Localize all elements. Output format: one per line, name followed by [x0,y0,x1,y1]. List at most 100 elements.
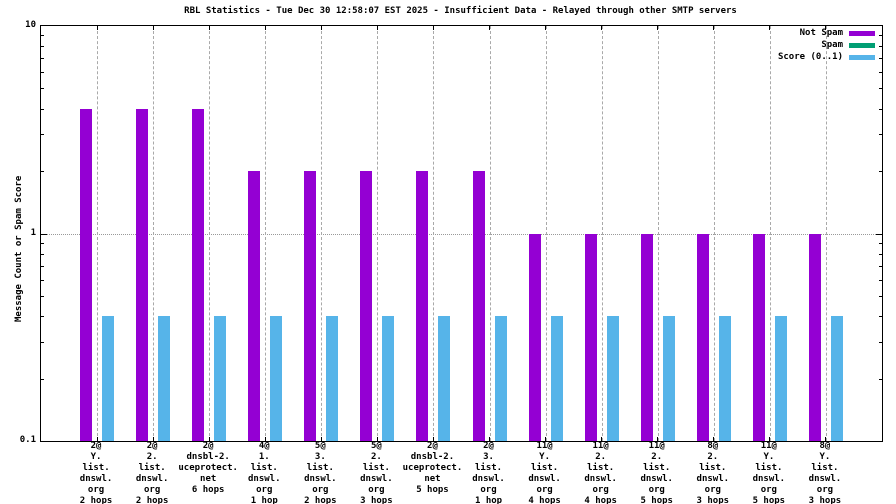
y-tick-label: 0.1 [19,435,36,445]
y-minor-tick [41,134,44,136]
x-tick-top [432,26,434,30]
x-category-label: 11@ 2. list. dnswl. org 4 hops [584,441,617,504]
x-tick-bottom [825,437,827,441]
y-minor-tick [879,378,882,380]
category-gridline [657,26,659,441]
x-tick-bottom [376,437,378,441]
y-minor-tick [879,279,882,281]
legend-swatch [849,30,875,36]
x-category-label: 4@ 1. list. dnswl. org 1 hop [248,441,281,504]
x-category-label: 5@ 3. list. dnswl. org 2 hops [304,441,337,504]
x-tick-top [825,26,827,30]
category-gridline [713,26,715,441]
x-tick-top [489,26,491,30]
y-minor-tick [879,134,882,136]
y-tick-label: 10 [25,20,36,30]
category-gridline [97,26,99,441]
x-tick-top [713,26,715,30]
y-minor-tick [41,46,44,48]
x-tick-top [769,26,771,30]
x-tick-bottom [320,437,322,441]
bar-not-spam [80,108,93,441]
x-tick-bottom [545,437,547,441]
bar-not-spam [640,233,653,441]
y-minor-tick [879,72,882,74]
bar-score-0-1- [830,316,843,441]
y-minor-tick [41,316,44,318]
x-tick-top [545,26,547,30]
bar-not-spam [360,171,373,441]
bar-score-0-1- [270,316,283,441]
legend-row: Spam [778,39,875,51]
bar-score-0-1- [550,316,563,441]
x-tick-top [376,26,378,30]
bar-not-spam [584,233,597,441]
category-gridline [825,26,827,441]
y-major-tick [41,233,47,235]
category-gridline [769,26,771,441]
bar-not-spam [192,108,205,441]
y-minor-tick [41,253,44,255]
bar-not-spam [696,233,709,441]
y-minor-tick [41,279,44,281]
y-minor-tick [41,265,44,267]
x-tick-bottom [713,437,715,441]
x-category-label: 8@ Y. list. dnswl. org 3 hops [808,441,842,504]
category-gridline [153,26,155,441]
bar-not-spam [304,171,317,441]
bar-score-0-1- [718,316,731,441]
y-minor-tick [879,316,882,318]
bar-not-spam [136,108,149,441]
category-gridline [489,26,491,441]
x-tick-bottom [657,437,659,441]
chart-title: RBL Statistics - Tue Dec 30 12:58:07 EST… [184,6,737,16]
y-minor-tick [879,265,882,267]
y-minor-tick [879,242,882,244]
bar-score-0-1- [102,316,115,441]
y-tick-label: 1 [30,227,36,238]
y-minor-tick [879,171,882,173]
bar-score-0-1- [326,316,339,441]
bar-not-spam [248,171,261,441]
bar-not-spam [416,171,429,441]
bar-score-0-1- [158,316,171,441]
legend-row: Score (0..1) [778,51,875,63]
y-minor-tick [879,295,882,297]
x-tick-bottom [432,437,434,441]
y-minor-tick [879,253,882,255]
legend-row: Not Spam [778,27,875,39]
y-minor-tick [41,35,44,37]
x-category-label: 11@ Y. list. dnswl. org 4 hops [528,441,561,504]
y-minor-tick [41,341,44,343]
x-tick-top [152,26,154,30]
bar-score-0-1- [494,316,507,441]
x-tick-bottom [769,437,771,441]
x-category-label: 8@ 2. list. dnswl. org 3 hops [696,441,730,504]
x-tick-top [264,26,266,30]
x-tick-top [96,26,98,30]
x-tick-top [657,26,659,30]
y-major-tick [876,233,882,235]
bar-score-0-1- [214,316,227,441]
legend-swatch [849,54,875,60]
bar-not-spam [808,233,821,441]
category-gridline [545,26,547,441]
x-category-label: 2@ 3. list. dnswl. org 1 hop [472,441,505,504]
x-tick-bottom [489,437,491,441]
legend-label: Not Spam [799,28,843,38]
unity-gridline [41,233,882,235]
y-minor-tick [879,35,882,37]
y-minor-tick [41,378,44,380]
y-minor-tick [879,88,882,90]
y-minor-tick [879,46,882,48]
y-minor-tick [41,242,44,244]
y-minor-tick [879,58,882,60]
legend: Not Spam Spam Score (0..1) [778,27,875,63]
y-minor-tick [41,58,44,60]
x-category-label: 5@ 2. list. dnswl. org 3 hops [360,441,393,504]
category-gridline [265,26,267,441]
bar-score-0-1- [606,316,619,441]
category-gridline [209,26,211,441]
y-minor-tick [879,108,882,110]
